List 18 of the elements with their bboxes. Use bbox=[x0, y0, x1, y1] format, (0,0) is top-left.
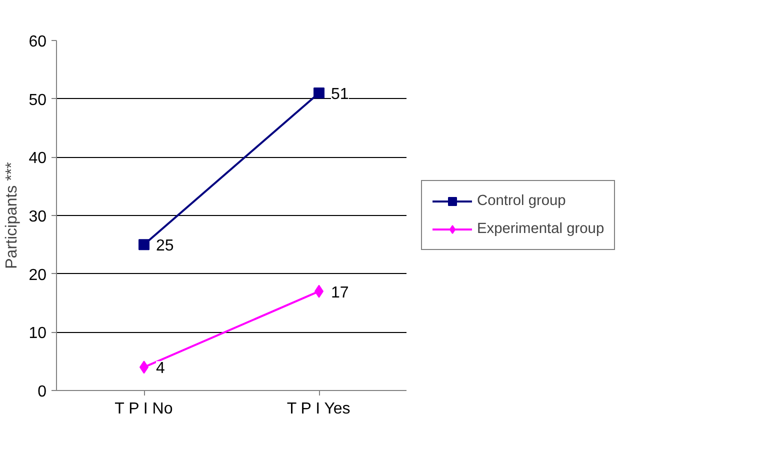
point bbox=[314, 88, 324, 98]
y-tick-label: 0 bbox=[38, 384, 47, 400]
data-label: 4 bbox=[156, 360, 165, 378]
y-tick-label: 50 bbox=[28, 92, 47, 109]
legend-label: Control group bbox=[477, 193, 566, 209]
y-tick-label: 60 bbox=[28, 34, 47, 50]
data-label: 51 bbox=[331, 86, 349, 103]
x-tick-label: T P I No bbox=[114, 400, 173, 418]
legend-label: Experimental group bbox=[477, 221, 604, 237]
point bbox=[138, 239, 150, 250]
y-axis-title: Participants *** bbox=[4, 162, 21, 269]
data-label: 17 bbox=[331, 284, 349, 302]
y-tick-label: 40 bbox=[28, 150, 47, 168]
data-label: 25 bbox=[156, 238, 174, 255]
y-tick-label: 20 bbox=[28, 266, 47, 284]
y-tick-label: 30 bbox=[28, 208, 47, 226]
y-tick-label: 10 bbox=[28, 325, 47, 342]
x-tick-label: T P I Yes bbox=[286, 400, 350, 418]
